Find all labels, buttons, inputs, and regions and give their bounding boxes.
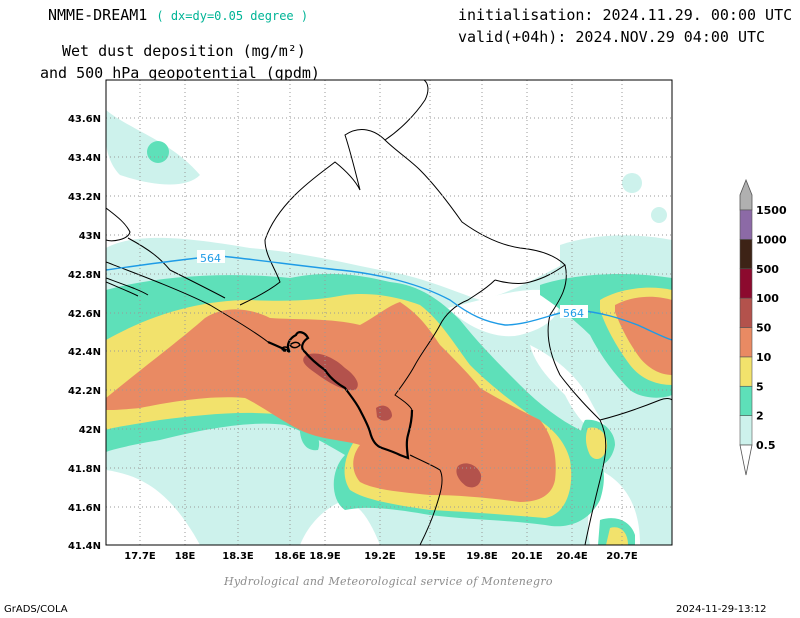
- latitude-labels: 43.6N 43.4N 43.2N 43N 42.8N 42.6N 42.4N 42.2N 42…: [68, 114, 101, 552]
- latitude-label: 42.8N: [68, 270, 101, 281]
- longitude-label: 20.1E: [511, 551, 543, 562]
- colorbar: 0.5 2 5 10 50 100 500 1000 1500: [739, 178, 787, 476]
- colorbar-label: 10: [756, 351, 772, 364]
- longitude-label: 18.6E: [274, 551, 306, 562]
- coastline: [267, 331, 414, 460]
- colorbar-swatch: [739, 239, 753, 270]
- longitude-label: 20.4E: [556, 551, 588, 562]
- colorbar-swatch: [739, 415, 753, 446]
- longitude-label: 19.2E: [364, 551, 396, 562]
- longitude-label: 18.3E: [222, 551, 254, 562]
- colorbar-swatch: [739, 385, 753, 416]
- latitude-label: 43.4N: [68, 153, 101, 164]
- longitude-label: 20.7E: [606, 551, 638, 562]
- colorbar-label: 5: [756, 380, 764, 393]
- render-timestamp: 2024-11-29-13:12: [676, 604, 767, 615]
- latitude-label: 42.2N: [68, 386, 101, 397]
- latitude-label: 43.6N: [68, 114, 101, 125]
- software-label: GrADS/COLA: [4, 604, 68, 615]
- longitude-label: 18E: [175, 551, 196, 562]
- valid-time: valid(+04h): 2024.NOV.29 04:00 UTC: [458, 28, 766, 46]
- field-title-line1: Wet dust deposition (mg/m²): [62, 42, 306, 60]
- colorbar-top-arrow: [739, 178, 753, 211]
- colorbar-label: 1500: [756, 204, 787, 217]
- colorbar-swatch: [739, 297, 753, 328]
- longitude-label: 18.9E: [309, 551, 341, 562]
- model-resolution: ( dx=dy=0.05 degree ): [156, 9, 309, 23]
- latitude-label: 43.2N: [68, 192, 101, 203]
- latitude-label: 41.6N: [68, 503, 101, 514]
- colorbar-label: 2: [756, 410, 764, 423]
- colorbar-bottom-arrow: [739, 444, 753, 476]
- map-frame: [105, 79, 673, 546]
- longitude-labels: 17.7E 18E 18.3E 18.6E 18.9E 19.2E 19.5E 19.8E 20…: [124, 551, 638, 562]
- latitude-label: 43N: [79, 231, 101, 242]
- colorbar-label: 1000: [756, 233, 787, 246]
- longitude-label: 19.8E: [466, 551, 498, 562]
- longitude-label: 19.5E: [414, 551, 446, 562]
- initialisation-time: initialisation: 2024.11.29. 00:00 UTC: [458, 6, 793, 24]
- colorbar-swatch: [739, 209, 753, 240]
- latitude-label: 42.4N: [68, 347, 101, 358]
- credit-text: Hydrological and Meteorological service …: [224, 575, 553, 588]
- latitude-label: 42.6N: [68, 309, 101, 320]
- colorbar-label: 50: [756, 322, 772, 335]
- colorbar-swatch: [739, 327, 753, 358]
- colorbar-swatch: [739, 268, 753, 299]
- colorbar-label: 500: [756, 263, 779, 276]
- contour-label-west: 564: [200, 252, 221, 265]
- model-title: NMME-DREAM1 ( dx=dy=0.05 degree ): [48, 6, 308, 24]
- model-name: NMME-DREAM1: [48, 6, 148, 24]
- longitude-label: 17.7E: [124, 551, 156, 562]
- field-title-line2: and 500 hPa geopotential (gpdm): [40, 64, 320, 82]
- contour-label-east: 564: [563, 307, 584, 320]
- colorbar-swatch: [739, 356, 753, 387]
- bay-of-kotor: [281, 341, 301, 352]
- latitude-label: 42N: [79, 425, 101, 436]
- colorbar-label: 100: [756, 292, 779, 305]
- colorbar-label: 0.5: [756, 439, 776, 452]
- latitude-label: 41.4N: [68, 541, 101, 552]
- deposition-class-10: [106, 296, 672, 502]
- latitude-label: 41.8N: [68, 464, 101, 475]
